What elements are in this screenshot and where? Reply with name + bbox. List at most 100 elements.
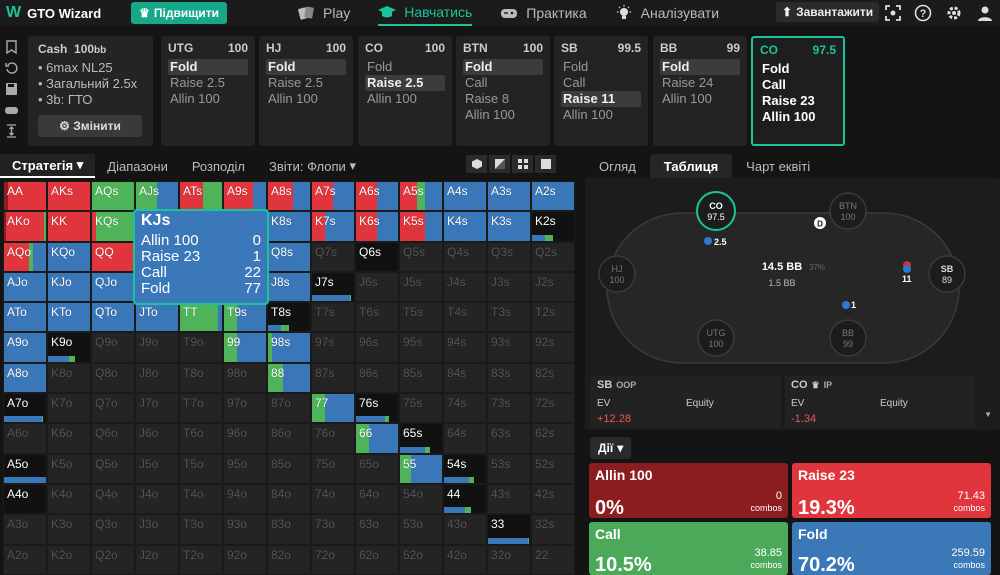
hand-cell[interactable]: Q5s [399,241,443,272]
position-action[interactable]: Fold [762,61,790,76]
hand-cell[interactable]: A7s [311,181,355,212]
position-action[interactable]: Raise 8 [465,91,510,106]
hand-cell[interactable]: 76s [355,393,399,424]
hand-cell[interactable]: Q5o [91,453,135,484]
hand-cell[interactable]: 64s [443,423,487,454]
actions-dropdown[interactable]: Дії ▾ [590,437,632,459]
hand-cell[interactable]: AQs [91,181,135,212]
hand-cell[interactable]: A8s [267,181,311,212]
hand-cell[interactable]: 95s [399,332,443,363]
hand-cell[interactable]: T8s [267,302,311,333]
seat-sb[interactable]: SB 89 [928,255,966,293]
hand-cell[interactable]: J2o [135,544,179,575]
hand-cell[interactable]: 93s [487,332,531,363]
hand-cell[interactable]: 66 [355,423,399,454]
hand-cell[interactable]: 92s [531,332,575,363]
hand-cell[interactable]: K9o [47,332,91,363]
hand-cell[interactable]: AA [3,181,47,212]
hand-cell[interactable]: J3s [487,271,531,303]
hand-cell[interactable]: K3o [47,514,91,545]
hand-cell[interactable]: T8o [179,362,223,394]
logo[interactable]: W GTO Wizard [6,4,102,21]
hand-cell[interactable]: 52o [399,544,443,575]
hand-cell[interactable]: T6o [179,423,223,454]
hand-cell[interactable]: 96o [223,423,267,454]
hand-cell[interactable]: AJs [135,181,179,212]
hand-cell[interactable]: J7o [135,393,179,424]
hand-cell[interactable]: Q8o [91,362,135,394]
hand-cell[interactable]: 83s [487,362,531,394]
hand-cell[interactable]: Q9o [91,332,135,363]
position-action[interactable]: Call [465,75,488,90]
hand-cell[interactable]: A6o [3,423,47,454]
hand-cell[interactable]: 55 [399,453,443,484]
hand-cell[interactable]: 73s [487,393,531,424]
hand-cell[interactable]: 53o [399,514,443,545]
position-card-hj[interactable]: HJ 100 Fold Raise 2.5 Allin 100 [259,36,353,146]
position-action[interactable]: Fold [563,59,589,74]
action-box-raise[interactable]: Raise 23 19.3% 71.43 combos [792,463,991,519]
hand-cell[interactable]: 33 [487,514,531,545]
hand-cell[interactable]: T2s [531,302,575,333]
hand-cell[interactable]: 74o [311,483,355,515]
hand-cell[interactable]: 85s [399,362,443,394]
hand-cell[interactable]: K8o [47,362,91,394]
hand-cell[interactable]: 88 [267,362,311,394]
position-action[interactable]: Raise 24 [662,75,714,90]
hand-cell[interactable]: AKs [47,181,91,212]
tab-ranges[interactable]: Діапазони [107,158,168,174]
action-box-allin[interactable]: Allin 100 0% 0 combos [589,463,788,519]
upload-button[interactable]: ⬆ Завантажити [776,2,880,22]
hand-cell[interactable]: J4o [135,483,179,515]
hand-cell[interactable]: ATo [3,302,47,333]
hand-cell[interactable]: K5o [47,453,91,484]
hand-cell[interactable]: Q6s [355,241,399,272]
hand-cell[interactable]: 53s [487,453,531,484]
action-box-call[interactable]: Call 10.5% 38.85 combos [589,522,788,575]
hand-cell[interactable]: Q2s [531,241,575,272]
position-action[interactable]: Raise 2.5 [365,75,445,91]
hand-cell[interactable]: QTo [91,302,135,333]
hand-cell[interactable]: 85o [267,453,311,484]
hand-cell[interactable]: A4s [443,181,487,212]
hand-cell[interactable]: 52s [531,453,575,484]
hand-cell[interactable]: T3s [487,302,531,333]
position-action[interactable]: Allin 100 [563,107,613,122]
hand-cell[interactable]: 62o [355,544,399,575]
hand-cell[interactable]: 77 [311,393,355,424]
position-action[interactable]: Allin 100 [465,107,515,122]
hand-cell[interactable]: 87o [267,393,311,424]
position-card-utg[interactable]: UTG 100 Fold Raise 2.5 Allin 100 [161,36,255,146]
change-button[interactable]: ⚙ Змінити [38,115,142,137]
hand-cell[interactable]: T3o [179,514,223,545]
reset-icon[interactable] [4,61,18,75]
position-action[interactable]: Fold [266,59,346,75]
position-action[interactable]: Allin 100 [268,91,318,106]
position-action[interactable]: Allin 100 [170,91,220,106]
hand-cell[interactable]: 32o [487,544,531,575]
hand-cell[interactable]: 54o [399,483,443,515]
action-box-fold[interactable]: Fold 70.2% 259.59 combos [792,522,991,575]
nav-study[interactable]: Навчатись [378,0,473,26]
hand-cell[interactable]: K6o [47,423,91,454]
hand-cell[interactable]: ATs [179,181,223,212]
position-action[interactable]: Fold [367,59,393,74]
upgrade-button[interactable]: ♛ Підвищити [131,2,228,24]
scroll-down-icon[interactable]: ▼ [984,410,992,419]
hand-cell[interactable]: Q2o [91,544,135,575]
position-action[interactable]: Call [563,75,586,90]
hand-cell[interactable]: 42o [443,544,487,575]
bookmark-icon[interactable] [5,40,18,54]
hand-cell[interactable]: J5o [135,453,179,484]
hand-cell[interactable]: A7o [3,393,47,424]
hand-cell[interactable]: 65s [399,423,443,454]
hand-cell[interactable]: A2s [531,181,575,212]
view-button[interactable] [512,155,533,173]
hand-cell[interactable]: TT [179,302,223,333]
tab-reports[interactable]: Звіти: Флопи ▾ [269,158,356,174]
hand-cell[interactable]: Q7o [91,393,135,424]
hand-cell[interactable]: 82s [531,362,575,394]
help-icon[interactable]: ? [914,4,932,22]
position-action[interactable]: Raise 23 [762,93,815,108]
hand-cell[interactable]: AJo [3,271,47,303]
